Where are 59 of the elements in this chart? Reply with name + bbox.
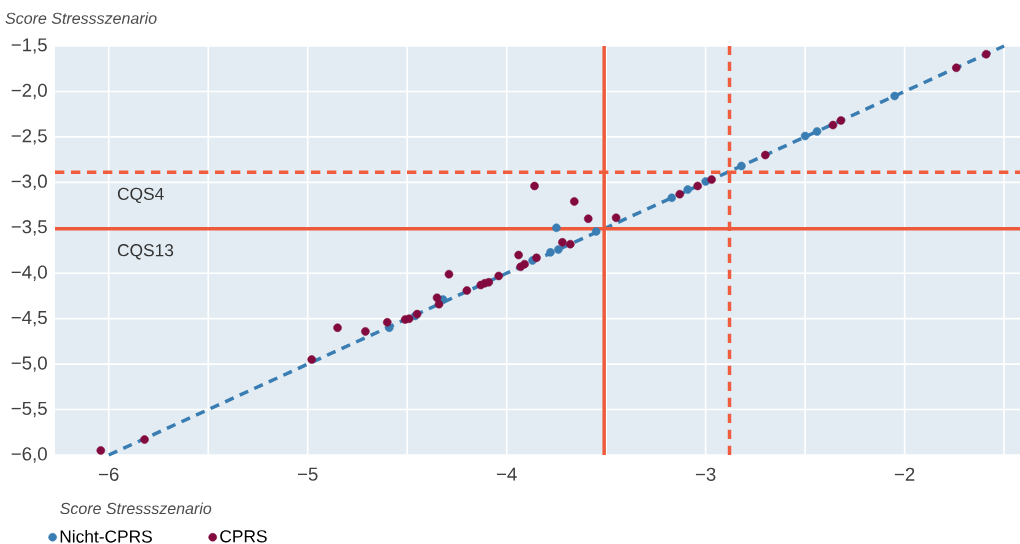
y-tick-label: −1,5	[11, 38, 47, 54]
point	[307, 355, 316, 364]
y-tick-label: −6,0	[11, 447, 47, 463]
y-tick-label: −5,0	[11, 356, 47, 372]
ref-line-label: CQS4	[117, 187, 164, 204]
x-axis-title: Score Stressszenario	[60, 502, 212, 515]
point	[484, 278, 494, 287]
point	[558, 238, 567, 247]
y-tick-label: −3,0	[11, 174, 47, 191]
x-tick-label: −6	[99, 467, 119, 481]
point	[667, 193, 677, 203]
point	[383, 318, 392, 327]
point	[530, 181, 539, 191]
point	[800, 131, 810, 141]
y-tick-label: −3,5	[11, 220, 47, 236]
point	[140, 435, 149, 444]
y-tick-label: −5,5	[11, 401, 47, 418]
point	[554, 245, 563, 254]
point	[836, 116, 846, 125]
point	[361, 327, 370, 336]
y-axis-title: Score Stressszenario	[5, 12, 157, 24]
point	[96, 446, 106, 455]
y-tick-label: −4,0	[11, 265, 47, 281]
legend-label: Nicht-CPRS	[60, 529, 152, 543]
point	[434, 299, 444, 309]
y-tick-label: −2,0	[11, 83, 47, 100]
x-tick-label: −2	[894, 467, 915, 481]
point	[890, 91, 899, 101]
point	[981, 49, 991, 59]
point	[737, 161, 746, 171]
point	[952, 63, 961, 73]
point	[546, 248, 555, 257]
point	[494, 271, 503, 281]
y-tick-label: −2,5	[11, 129, 47, 145]
point	[683, 185, 692, 194]
point	[812, 127, 822, 136]
point	[828, 120, 838, 130]
y-tick-label: −4,5	[11, 311, 47, 327]
point	[761, 150, 770, 160]
point	[611, 213, 621, 223]
x-tick-label: −3	[695, 467, 716, 481]
ref-line-label: CQS13	[117, 244, 174, 260]
point	[552, 223, 561, 233]
legend-label: CPRS	[220, 530, 267, 543]
point	[444, 269, 454, 279]
point	[520, 259, 529, 269]
point	[675, 189, 685, 199]
point	[566, 239, 575, 249]
point	[514, 250, 523, 260]
x-tick-label: −4	[496, 467, 517, 481]
point	[591, 227, 601, 236]
point	[707, 175, 716, 184]
point	[693, 181, 702, 191]
point	[570, 197, 579, 206]
point	[532, 253, 541, 263]
point	[583, 214, 593, 223]
point	[462, 286, 472, 295]
x-tick-label: −5	[297, 467, 318, 481]
point	[333, 323, 342, 333]
